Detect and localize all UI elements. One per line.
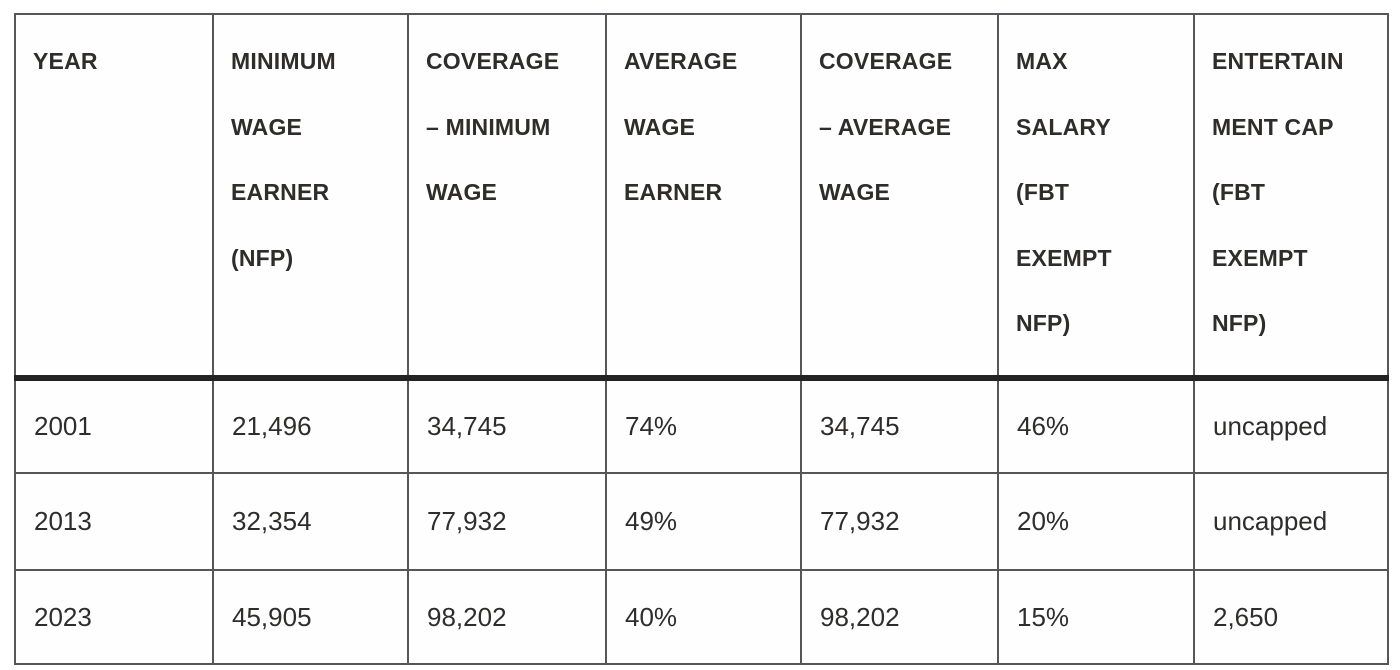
header-line: MINIMUM xyxy=(231,48,336,74)
col-header-avg-wage-earner: AVERAGE WAGE EARNER xyxy=(605,13,802,381)
table-row-2001: 2001 21,496 34,745 74% 34,745 46% uncapp… xyxy=(14,377,1389,474)
cell-year: 2001 xyxy=(14,377,214,474)
cell-year: 2023 xyxy=(14,569,214,665)
col-header-max-salary: MAX SALARY (FBT EXEMPT NFP) xyxy=(997,13,1195,381)
cell-avg-wage-earner: 40% xyxy=(605,569,802,665)
cell-coverage-min-wage: 34,745 xyxy=(407,377,607,474)
col-header-coverage-avg-wage: COVERAGE – AVERAGE WAGE xyxy=(800,13,999,381)
header-line: YEAR xyxy=(33,48,98,74)
table-container: YEAR MINIMUM WAGE EARNER (NFP) COVERAGE … xyxy=(14,13,1389,665)
header-line: WAGE xyxy=(231,113,303,140)
table-row-2023: 2023 45,905 98,202 40% 98,202 15% 2,650 xyxy=(14,569,1389,665)
wage-fbt-comparison-table: YEAR MINIMUM WAGE EARNER (NFP) COVERAGE … xyxy=(14,13,1389,665)
cell-coverage-avg-wage: 77,932 xyxy=(800,472,999,571)
header-line: – AVERAGE xyxy=(819,113,952,140)
col-header-coverage-min-wage: COVERAGE – MINIMUM WAGE xyxy=(407,13,607,381)
col-header-year: YEAR xyxy=(14,13,214,381)
cell-max-salary: 15% xyxy=(997,569,1195,665)
header-row: YEAR MINIMUM WAGE EARNER (NFP) COVERAGE … xyxy=(14,13,1389,381)
header-line: WAGE xyxy=(819,179,891,205)
cell-year: 2013 xyxy=(14,472,214,571)
cell-avg-wage-earner: 49% xyxy=(605,472,802,571)
cell-max-salary: 20% xyxy=(997,472,1195,571)
header-line: ENTERTAIN xyxy=(1212,48,1344,74)
header-line: COVERAGE xyxy=(426,48,560,74)
table-header: YEAR MINIMUM WAGE EARNER (NFP) COVERAGE … xyxy=(14,13,1389,381)
header-line: MAX xyxy=(1016,48,1068,74)
cell-min-wage-earner: 45,905 xyxy=(212,569,409,665)
header-line: (FBT xyxy=(1212,179,1266,205)
col-header-entertainment-cap: ENTERTAIN MENT CAP (FBT EXEMPT NFP) xyxy=(1193,13,1389,381)
header-line: (FBT xyxy=(1016,179,1070,205)
cell-avg-wage-earner: 74% xyxy=(605,377,802,474)
cell-coverage-avg-wage: 98,202 xyxy=(800,569,999,665)
cell-min-wage-earner: 32,354 xyxy=(212,472,409,571)
table-body: 2001 21,496 34,745 74% 34,745 46% uncapp… xyxy=(14,377,1389,665)
header-line: SALARY xyxy=(1016,113,1111,140)
col-header-min-wage-earner: MINIMUM WAGE EARNER (NFP) xyxy=(212,13,409,381)
table-row-2013: 2013 32,354 77,932 49% 77,932 20% uncapp… xyxy=(14,472,1389,571)
cell-entertainment-cap: 2,650 xyxy=(1193,569,1389,665)
header-line: MENT CAP xyxy=(1212,113,1334,140)
header-line: EARNER xyxy=(231,179,330,205)
header-line: (NFP) xyxy=(231,244,294,271)
header-line: WAGE xyxy=(426,179,498,205)
cell-coverage-min-wage: 98,202 xyxy=(407,569,607,665)
cell-entertainment-cap: uncapped xyxy=(1193,472,1389,571)
cell-max-salary: 46% xyxy=(997,377,1195,474)
header-line: EXEMPT xyxy=(1016,244,1112,271)
header-line: – MINIMUM xyxy=(426,113,551,140)
cell-coverage-min-wage: 77,932 xyxy=(407,472,607,571)
cell-coverage-avg-wage: 34,745 xyxy=(800,377,999,474)
cell-entertainment-cap: uncapped xyxy=(1193,377,1389,474)
header-line: COVERAGE xyxy=(819,48,953,74)
header-line: EXEMPT xyxy=(1212,244,1308,271)
header-line: EARNER xyxy=(624,179,723,205)
header-line: WAGE xyxy=(624,113,696,140)
cell-min-wage-earner: 21,496 xyxy=(212,377,409,474)
header-line: NFP) xyxy=(1016,310,1071,336)
header-line: NFP) xyxy=(1212,310,1267,336)
header-line: AVERAGE xyxy=(624,48,738,74)
